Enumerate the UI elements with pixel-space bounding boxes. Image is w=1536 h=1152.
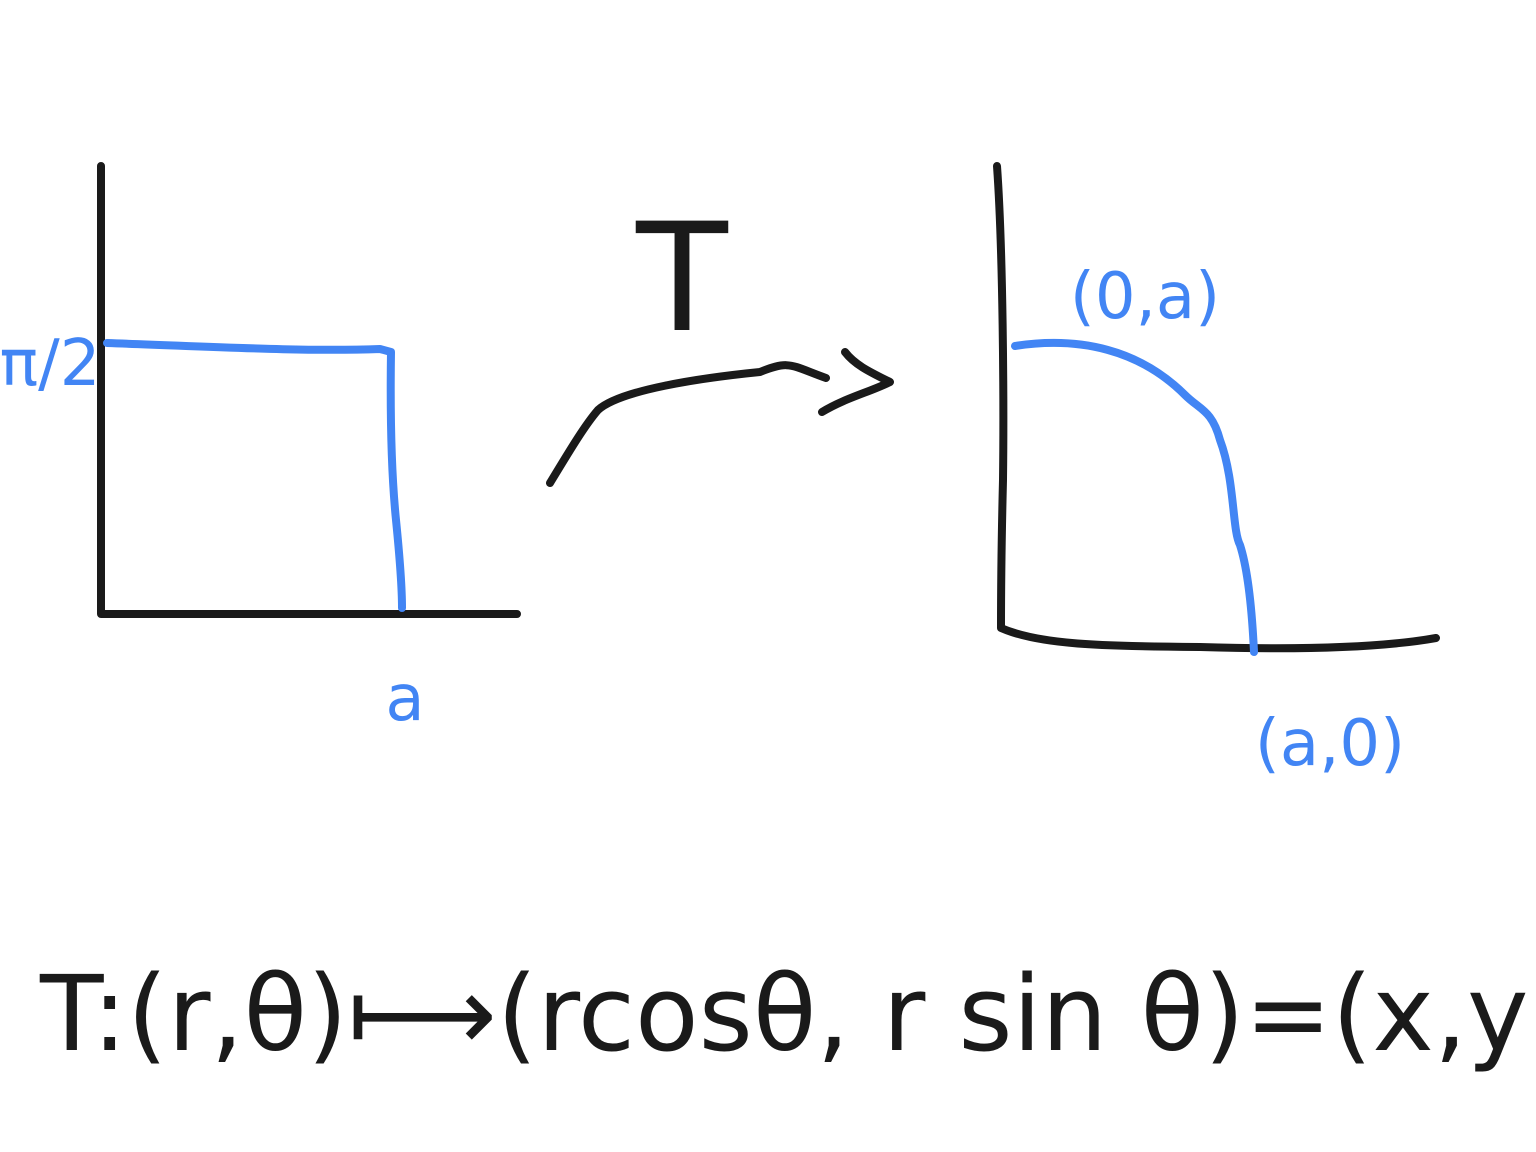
left-x-label: a [385, 662, 424, 736]
right-axes [993, 162, 1440, 653]
formula: T:(r,θ)⟼(rcosθ, r sin θ)=(x,y [39, 953, 1529, 1075]
quarter-circle [1011, 338, 1258, 656]
right-top-label: (0,a) [1070, 260, 1220, 334]
map-label: T [635, 192, 729, 366]
left-region [103, 339, 406, 612]
left-y-label: π/2 [0, 327, 100, 401]
map-arrow-shaft [546, 361, 830, 487]
map-arrow-head [818, 348, 894, 416]
right-bottom-label: (a,0) [1255, 707, 1405, 781]
left-axes [97, 162, 521, 618]
